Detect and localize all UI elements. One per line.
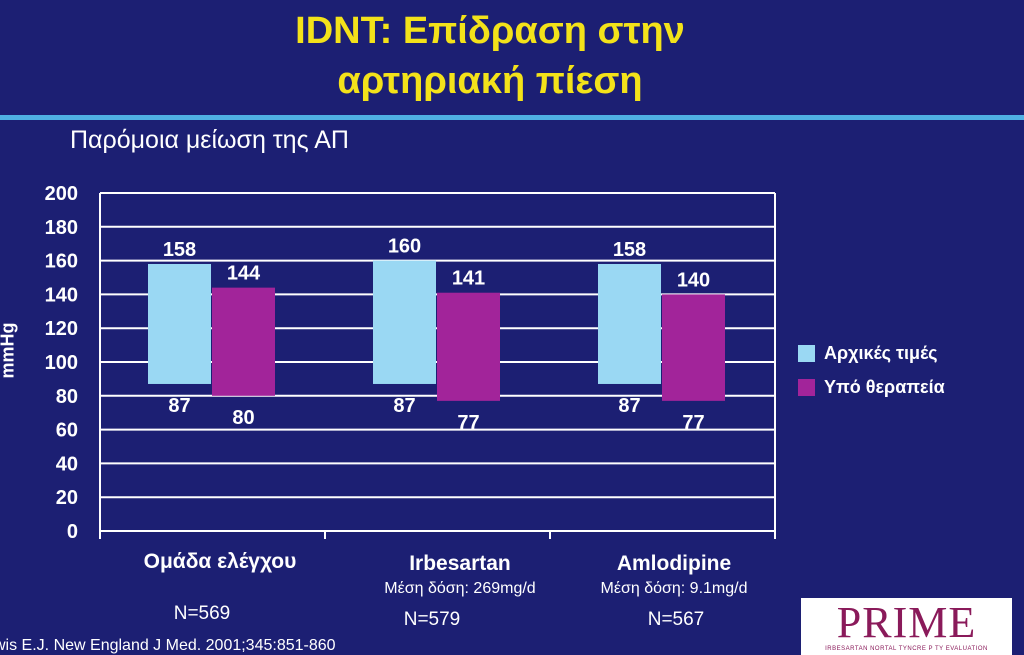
y-tick-label-0: 0	[67, 521, 78, 543]
dose-amlodipine: Μέση δόση: 9.1mg/d	[600, 580, 748, 597]
n-amlodipine: N=567	[647, 609, 705, 630]
category-label-control: Ομάδα ελέγχου	[143, 550, 297, 573]
y-tick-label-160: 160	[45, 251, 78, 273]
data-label-high-s0-c1: 160	[388, 236, 421, 258]
legend-item-baseline: Αρχικές τιμές	[798, 336, 945, 370]
data-label-low-s0-c0: 87	[168, 395, 190, 417]
y-tick-label-180: 180	[45, 217, 78, 239]
bar-s1-c1	[437, 292, 500, 401]
bar-s0-c2	[598, 263, 661, 384]
prime-logo-subtext: IRBESARTAN NORTAL TYNCRE P TY EVALUATION	[825, 646, 988, 652]
slide-subtitle: Παρόμοια μείωση της ΑΠ	[70, 126, 349, 154]
prime-logo-text: PRIME	[836, 598, 977, 647]
legend-label-baseline: Αρχικές τιμές	[824, 342, 938, 363]
title-divider	[0, 115, 1024, 120]
legend-swatch-treatment	[798, 378, 815, 396]
chart-legend: Αρχικές τιμές Υπό θεραπεία	[798, 336, 945, 404]
data-label-high-s1-c1: 141	[452, 268, 485, 290]
category-label-amlodipine: Amlodipine	[616, 552, 732, 575]
data-label-low-s0-c2: 87	[618, 395, 640, 417]
bar-s0-c1	[373, 260, 436, 384]
bar-s0-c0	[148, 263, 211, 384]
legend-swatch-baseline	[798, 344, 815, 362]
data-label-high-s0-c2: 158	[613, 239, 646, 261]
y-tick-label-40: 40	[56, 453, 78, 475]
bar-s1-c0	[212, 287, 275, 396]
y-tick-label-80: 80	[56, 386, 78, 408]
slide-title-line2: αρτηριακή πίεση	[337, 60, 643, 102]
n-irbesartan: N=579	[403, 609, 461, 630]
data-label-low-s1-c0: 80	[232, 407, 254, 429]
data-label-low-s1-c2: 77	[682, 412, 704, 434]
data-label-high-s1-c0: 144	[227, 263, 261, 285]
y-tick-label-20: 20	[56, 487, 78, 509]
y-tick-label-120: 120	[45, 318, 78, 340]
y-tick-label-200: 200	[45, 183, 78, 205]
bar-s1-c2	[662, 294, 725, 401]
data-label-high-s1-c2: 140	[677, 269, 710, 291]
category-label-irbesartan: Irbesartan	[409, 552, 511, 575]
citation: wis E.J. New England J Med. 2001;345:851…	[0, 637, 336, 654]
prime-logo: PRIME IRBESARTAN NORTAL TYNCRE P TY EVAL…	[801, 598, 1012, 655]
legend-item-treatment: Υπό θεραπεία	[798, 370, 945, 404]
n-control: N=569	[173, 603, 231, 624]
slide-title: IDNT: Επίδραση στην αρτηριακή πίεση	[0, 6, 980, 106]
data-label-high-s0-c0: 158	[163, 239, 196, 261]
dose-irbesartan: Μέση δόση: 269mg/d	[384, 580, 536, 597]
y-tick-label-140: 140	[45, 284, 78, 306]
y-tick-label-100: 100	[45, 352, 78, 374]
y-tick-label-60: 60	[56, 420, 78, 442]
data-label-low-s1-c1: 77	[457, 412, 479, 434]
slide-title-line1: IDNT: Επίδραση στην	[295, 10, 685, 52]
legend-label-treatment: Υπό θεραπεία	[824, 376, 945, 397]
data-label-low-s0-c1: 87	[393, 395, 415, 417]
